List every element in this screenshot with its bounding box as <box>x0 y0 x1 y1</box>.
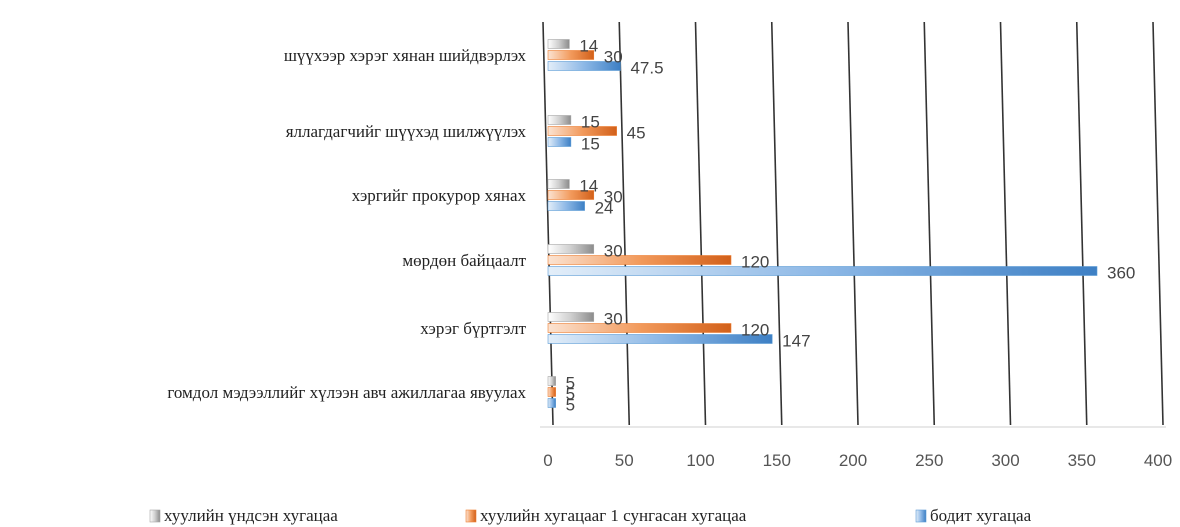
category-label-5: гомдол мэдээллийг хүлээн авч ажиллагаа я… <box>167 383 526 402</box>
gridline-200 <box>847 21 859 426</box>
gridline-100 <box>694 21 707 426</box>
bar-1-хуулийн-үндсэн-хугацаа <box>547 115 572 125</box>
bar-0-хуулийн-хугацааг-1-сунгасан-хугацаа <box>547 50 595 60</box>
x-tick-350: 350 <box>1068 451 1096 470</box>
category-label-4: хэрэг бүртгэлт <box>420 319 526 338</box>
x-tick-250: 250 <box>915 451 943 470</box>
bar-4-бодит-хугацаа <box>547 334 773 344</box>
data-label-5-0: 5 <box>566 374 575 393</box>
bars <box>547 39 1098 408</box>
category-label-1: яллагдагчийг шүүхэд шилжүүлэх <box>286 122 527 141</box>
category-labels: шүүхээр хэрэг хянан шийдвэрлэх яллагдагчи… <box>167 46 526 402</box>
data-label-5-1: 5 <box>566 385 575 404</box>
bar-3-хуулийн-үндсэн-хугацаа <box>547 244 595 254</box>
data-label-0-2: 47.5 <box>630 59 663 78</box>
bar-5-хуулийн-үндсэн-хугацаа <box>547 376 556 386</box>
legend-label-0: хуулийн үндсэн хугацаа <box>164 506 338 525</box>
gridline-150 <box>770 21 783 426</box>
legend-swatch-2 <box>915 509 927 523</box>
x-tick-50: 50 <box>615 451 634 470</box>
x-tick-labels: 0 50 100 150 200 250 300 350 400 <box>543 451 1172 470</box>
bar-1-хуулийн-хугацааг-1-сунгасан-хугацаа <box>547 126 617 136</box>
bar-3-хуулийн-хугацааг-1-сунгасан-хугацаа <box>547 255 732 265</box>
x-tick-100: 100 <box>686 451 714 470</box>
data-label-4-0: 30 <box>604 310 623 329</box>
data-label-1-0: 15 <box>581 113 600 132</box>
data-label-5-2: 5 <box>566 396 575 415</box>
legend-label-1: хуулийн хугацааг 1 сунгасан хугацаа <box>480 506 747 525</box>
bar-2-хуулийн-үндсэн-хугацаа <box>547 179 570 189</box>
data-label-3-2: 360 <box>1107 264 1135 283</box>
data-label-2-0: 14 <box>579 177 598 196</box>
bar-5-хуулийн-хугацааг-1-сунгасан-хугацаа <box>547 387 556 397</box>
legend-item-1: хуулийн хугацааг 1 сунгасан хугацаа <box>465 506 747 525</box>
category-label-3: мөрдөн байцаалт <box>402 251 526 270</box>
gridlines <box>540 21 1166 428</box>
data-label-3-1: 120 <box>741 253 769 272</box>
gridline-350 <box>1075 21 1088 426</box>
data-label-0-0: 14 <box>579 37 598 56</box>
bar-4-хуулийн-хугацааг-1-сунгасан-хугацаа <box>547 323 732 333</box>
x-tick-400: 400 <box>1144 451 1172 470</box>
bar-5-бодит-хугацаа <box>547 398 556 408</box>
legend-label-2: бодит хугацаа <box>930 506 1032 525</box>
data-label-1-1: 45 <box>627 124 646 143</box>
data-label-1-2: 15 <box>581 135 600 154</box>
legend: хуулийн үндсэн хугацаа хуулийн хугацааг 1… <box>149 506 1032 525</box>
data-label-0-1: 30 <box>604 48 623 67</box>
data-label-2-1: 30 <box>604 188 623 207</box>
x-tick-300: 300 <box>991 451 1019 470</box>
category-label-2: хэргийг прокурор хянах <box>352 186 527 205</box>
x-tick-150: 150 <box>763 451 791 470</box>
gridline-400 <box>1152 21 1164 426</box>
legend-item-2: бодит хугацаа <box>915 506 1032 525</box>
legend-swatch-0 <box>149 509 161 523</box>
x-tick-200: 200 <box>839 451 867 470</box>
bar-0-бодит-хугацаа <box>547 61 621 71</box>
category-label-0: шүүхээр хэрэг хянан шийдвэрлэх <box>284 46 527 65</box>
gridline-50 <box>618 21 631 426</box>
bar-1-бодит-хугацаа <box>547 137 572 147</box>
gridline-250 <box>923 21 936 426</box>
gridline-300 <box>999 21 1012 426</box>
data-label-4-1: 120 <box>741 321 769 340</box>
bar-2-бодит-хугацаа <box>547 201 585 211</box>
bar-2-хуулийн-хугацааг-1-сунгасан-хугацаа <box>547 190 595 200</box>
bar-3-бодит-хугацаа <box>547 266 1098 276</box>
data-label-4-2: 147 <box>782 332 810 351</box>
gridline-0 <box>542 21 554 426</box>
bar-4-хуулийн-үндсэн-хугацаа <box>547 312 595 322</box>
bar-0-хуулийн-үндсэн-хугацаа <box>547 39 570 49</box>
legend-item-0: хуулийн үндсэн хугацаа <box>149 506 338 525</box>
data-label-2-2: 24 <box>595 199 614 218</box>
data-label-3-0: 30 <box>604 242 623 261</box>
x-tick-0: 0 <box>543 451 552 470</box>
legend-swatch-1 <box>465 509 477 523</box>
